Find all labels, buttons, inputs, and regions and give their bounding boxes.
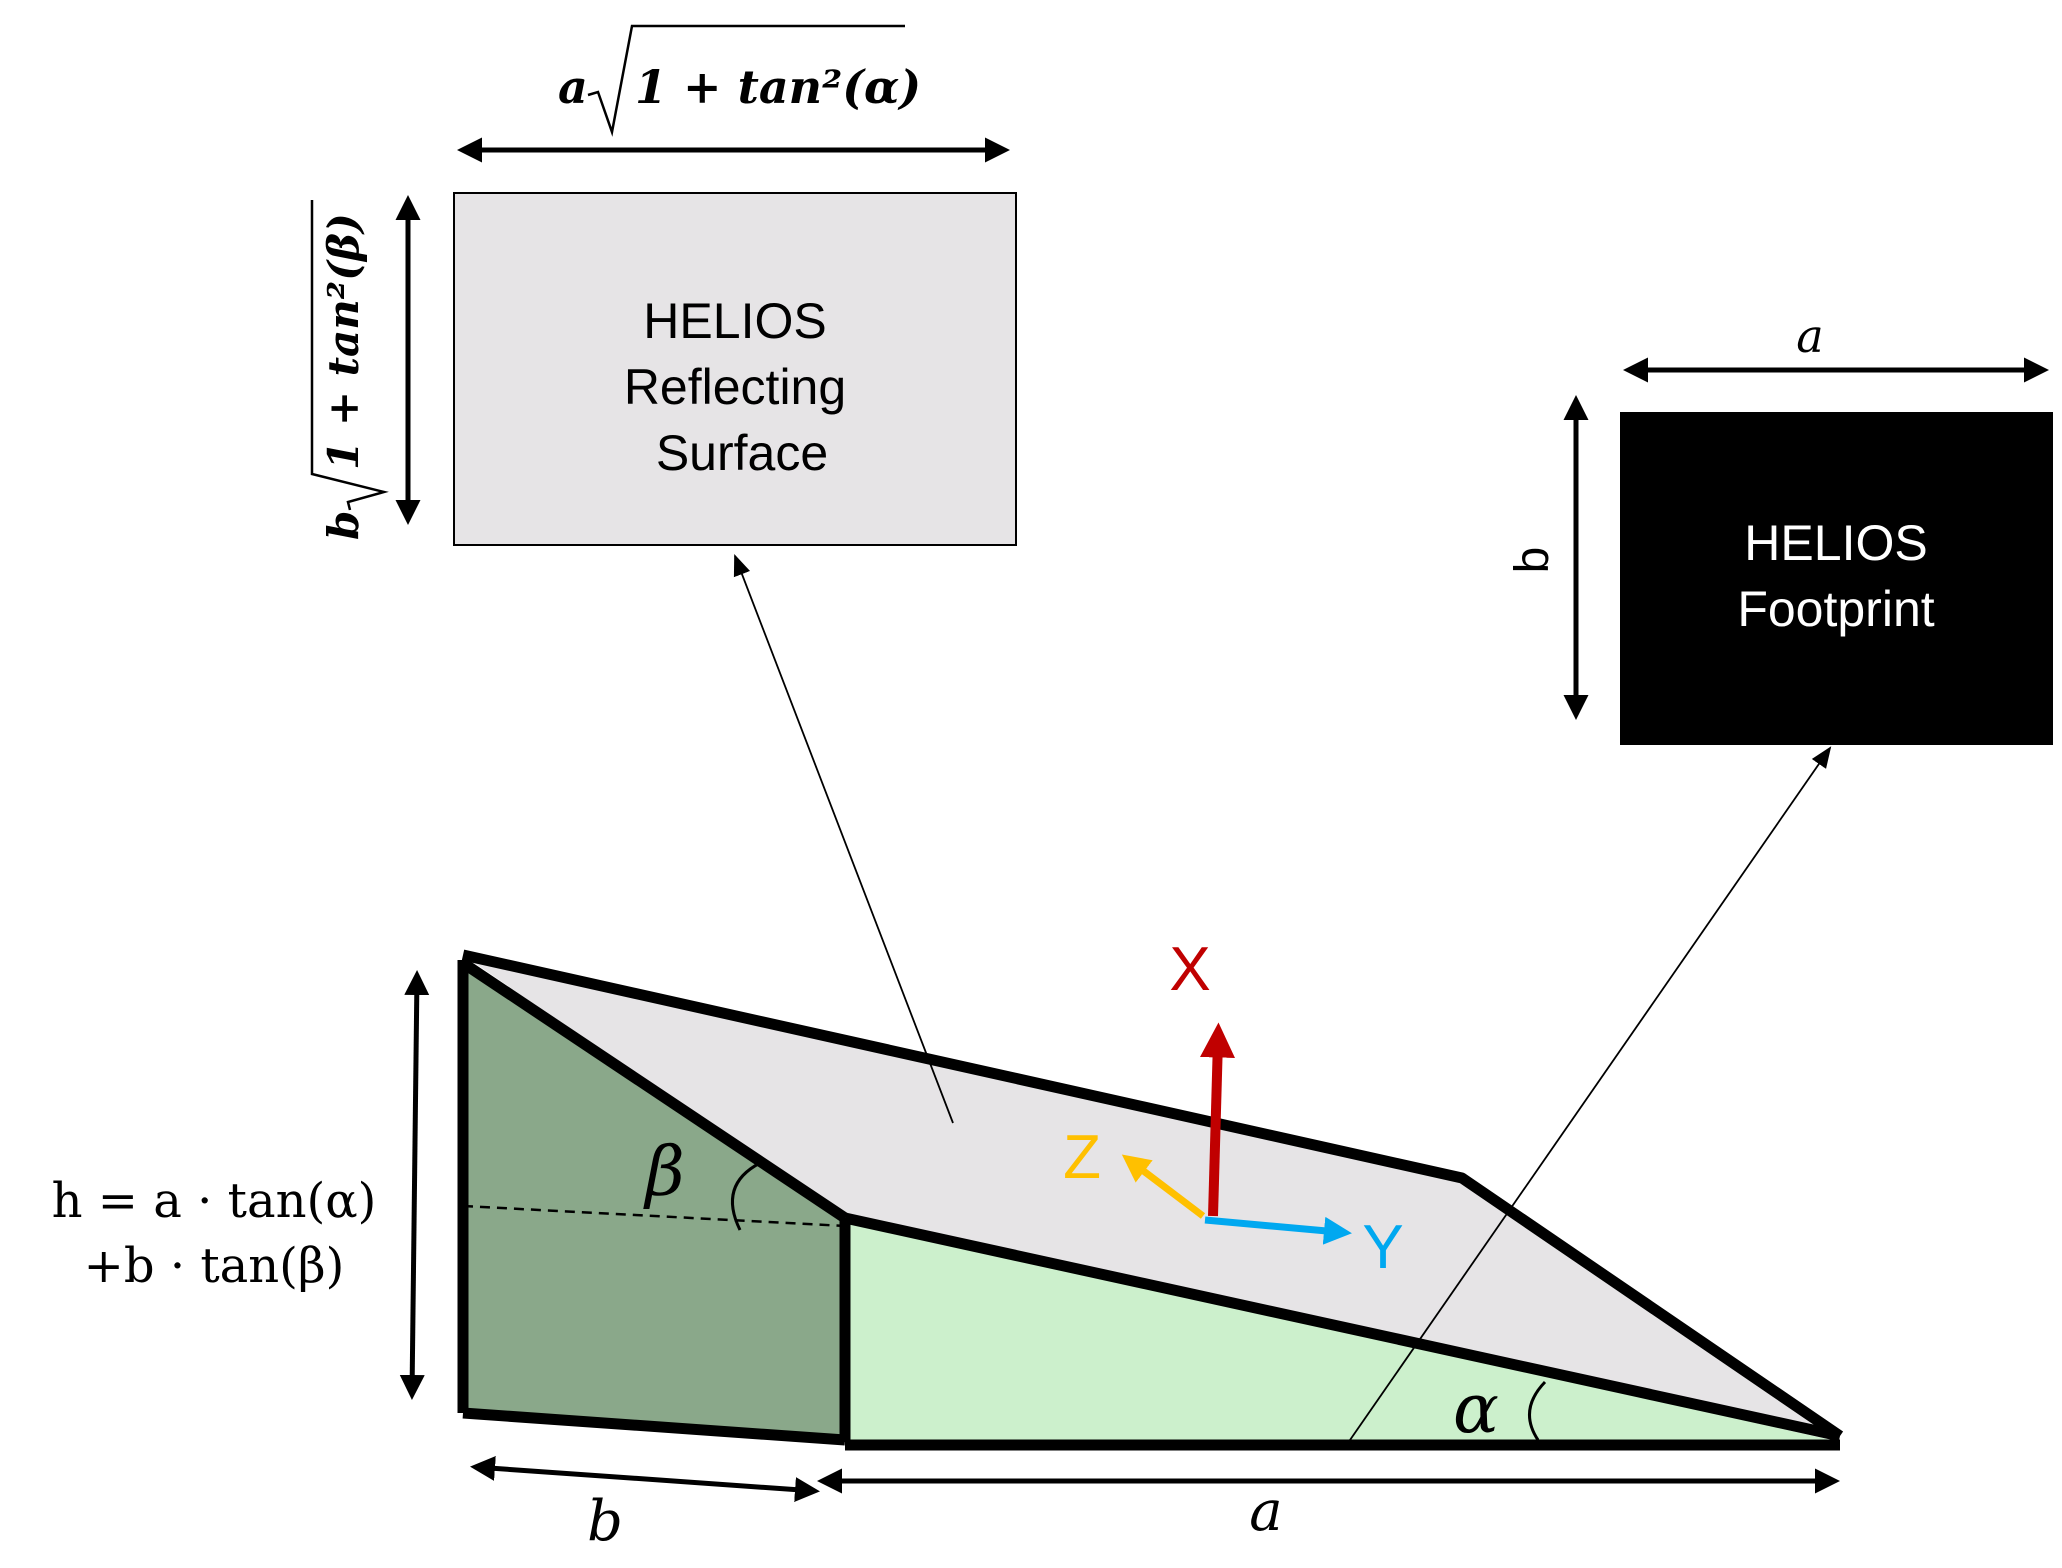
prism-dashed-line bbox=[462, 1204, 846, 1228]
reflecting-width-sqrt-content: 1 + tan²(α) bbox=[635, 60, 921, 114]
prism-height-line1: h = a · tan(α) bbox=[52, 1173, 377, 1229]
footprint-line1: HELIOS bbox=[1744, 515, 1927, 571]
prism-outline bbox=[457, 949, 1844, 1451]
reflecting-width-dimension: a 1 + tan²(α) bbox=[457, 24, 1010, 163]
coordinate-axes: X Y Z bbox=[1063, 935, 1404, 1282]
prism-bottom-b-dimension: b bbox=[470, 1455, 820, 1554]
beta-angle-arc bbox=[731, 1161, 761, 1231]
y-axis-arrow bbox=[1204, 1216, 1352, 1245]
footprint-height-label: b bbox=[1506, 547, 1559, 574]
prism-height-dimension: h = a · tan(α) +b · tan(β) bbox=[52, 970, 430, 1400]
x-axis-label: X bbox=[1169, 935, 1210, 1004]
footprint-width-dimension: a bbox=[1623, 309, 2049, 383]
beta-angle-label: β bbox=[642, 1133, 684, 1212]
reflecting-surface-line3: Surface bbox=[656, 425, 828, 481]
footprint-box: HELIOS Footprint bbox=[1620, 412, 2053, 745]
z-axis-label: Z bbox=[1063, 1123, 1101, 1192]
reflecting-height-sqrt-sign bbox=[310, 200, 389, 511]
footprint-line2: Footprint bbox=[1737, 581, 1934, 637]
prism-bottom-a-label: a bbox=[1249, 1479, 1282, 1544]
prism-bottom-b-label: b bbox=[587, 1489, 623, 1554]
reflecting-width-a: a bbox=[558, 60, 588, 114]
prism-side-face bbox=[463, 963, 845, 1440]
z-axis-arrow bbox=[1121, 1154, 1206, 1219]
reflecting-height-b: b bbox=[319, 511, 368, 540]
footprint-height-dimension: b bbox=[1506, 395, 1589, 720]
reflecting-height-sqrt-content: 1 + tan²(β) bbox=[319, 213, 368, 470]
alpha-angle-label: α bbox=[1453, 1370, 1499, 1449]
prism-top-surface bbox=[463, 955, 1840, 1436]
reflecting-width-sqrt-sign bbox=[587, 24, 905, 137]
alpha-angle-arc bbox=[1528, 1380, 1547, 1441]
reflecting-surface-line1: HELIOS bbox=[643, 293, 826, 349]
reflecting-surface-line2: Reflecting bbox=[624, 359, 846, 415]
prism-bottom-a-dimension: a bbox=[817, 1468, 1840, 1544]
y-axis-label: Y bbox=[1362, 1213, 1403, 1282]
prism: β α bbox=[457, 949, 1844, 1451]
surface-leader-line bbox=[733, 553, 954, 1124]
reflecting-height-dimension: b 1 + tan²(β) bbox=[310, 195, 421, 540]
footprint-width-label: a bbox=[1796, 309, 1823, 363]
x-axis-arrow bbox=[1200, 1022, 1235, 1217]
footprint-leader-line bbox=[1349, 746, 1832, 1441]
prism-height-line2: +b · tan(β) bbox=[84, 1238, 345, 1294]
reflecting-surface-box: HELIOS Reflecting Surface bbox=[453, 192, 1017, 546]
